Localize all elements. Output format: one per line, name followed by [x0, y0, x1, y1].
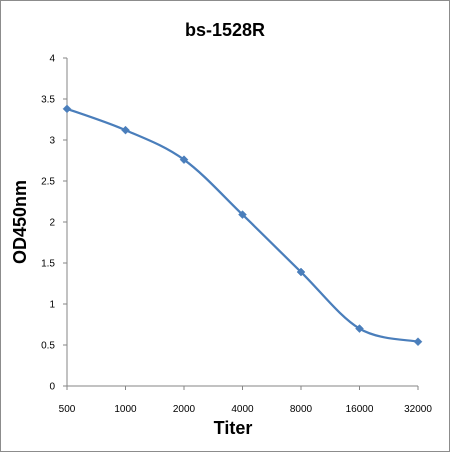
- y-tick-label: 2: [49, 218, 55, 229]
- x-tick-label: 16000: [346, 404, 374, 415]
- x-axis-label: Titer: [214, 418, 253, 438]
- y-axis-label: OD450nm: [10, 180, 30, 264]
- y-tick-label: 1.5: [41, 259, 55, 270]
- axes: [66, 58, 418, 387]
- series-group: [62, 104, 423, 347]
- chart-title: bs-1528R: [185, 20, 265, 40]
- y-tick-label: 0: [49, 382, 55, 393]
- y-tick-label: 2.5: [41, 177, 55, 188]
- y-tick-label: 0.5: [41, 341, 55, 352]
- data-point-marker: [179, 155, 189, 165]
- y-tick-label: 4: [49, 54, 55, 65]
- y-tick-labels: 0 0.5 1 1.5 2 2.5 3 3.5 4: [41, 54, 67, 393]
- series-line: [66, 107, 419, 343]
- data-point-marker: [62, 104, 72, 114]
- data-point-marker: [121, 125, 130, 135]
- x-tick-label: 4000: [231, 404, 254, 415]
- y-tick-label: 1: [49, 300, 55, 311]
- x-tick-label: 500: [59, 404, 76, 415]
- data-point-marker: [296, 267, 306, 277]
- data-point-marker: [413, 337, 423, 347]
- x-tick-labels: 500 1000 2000 4000 8000 16000 32000: [59, 386, 432, 415]
- data-point-marker: [355, 324, 364, 333]
- x-tick-label: 2000: [173, 404, 196, 415]
- x-tick-label: 1000: [114, 404, 137, 415]
- x-tick-label: 8000: [290, 404, 313, 415]
- y-tick-label: 3.5: [41, 95, 55, 106]
- x-tick-label: 32000: [404, 404, 432, 415]
- y-tick-label: 3: [49, 136, 55, 147]
- data-point-marker: [238, 210, 247, 219]
